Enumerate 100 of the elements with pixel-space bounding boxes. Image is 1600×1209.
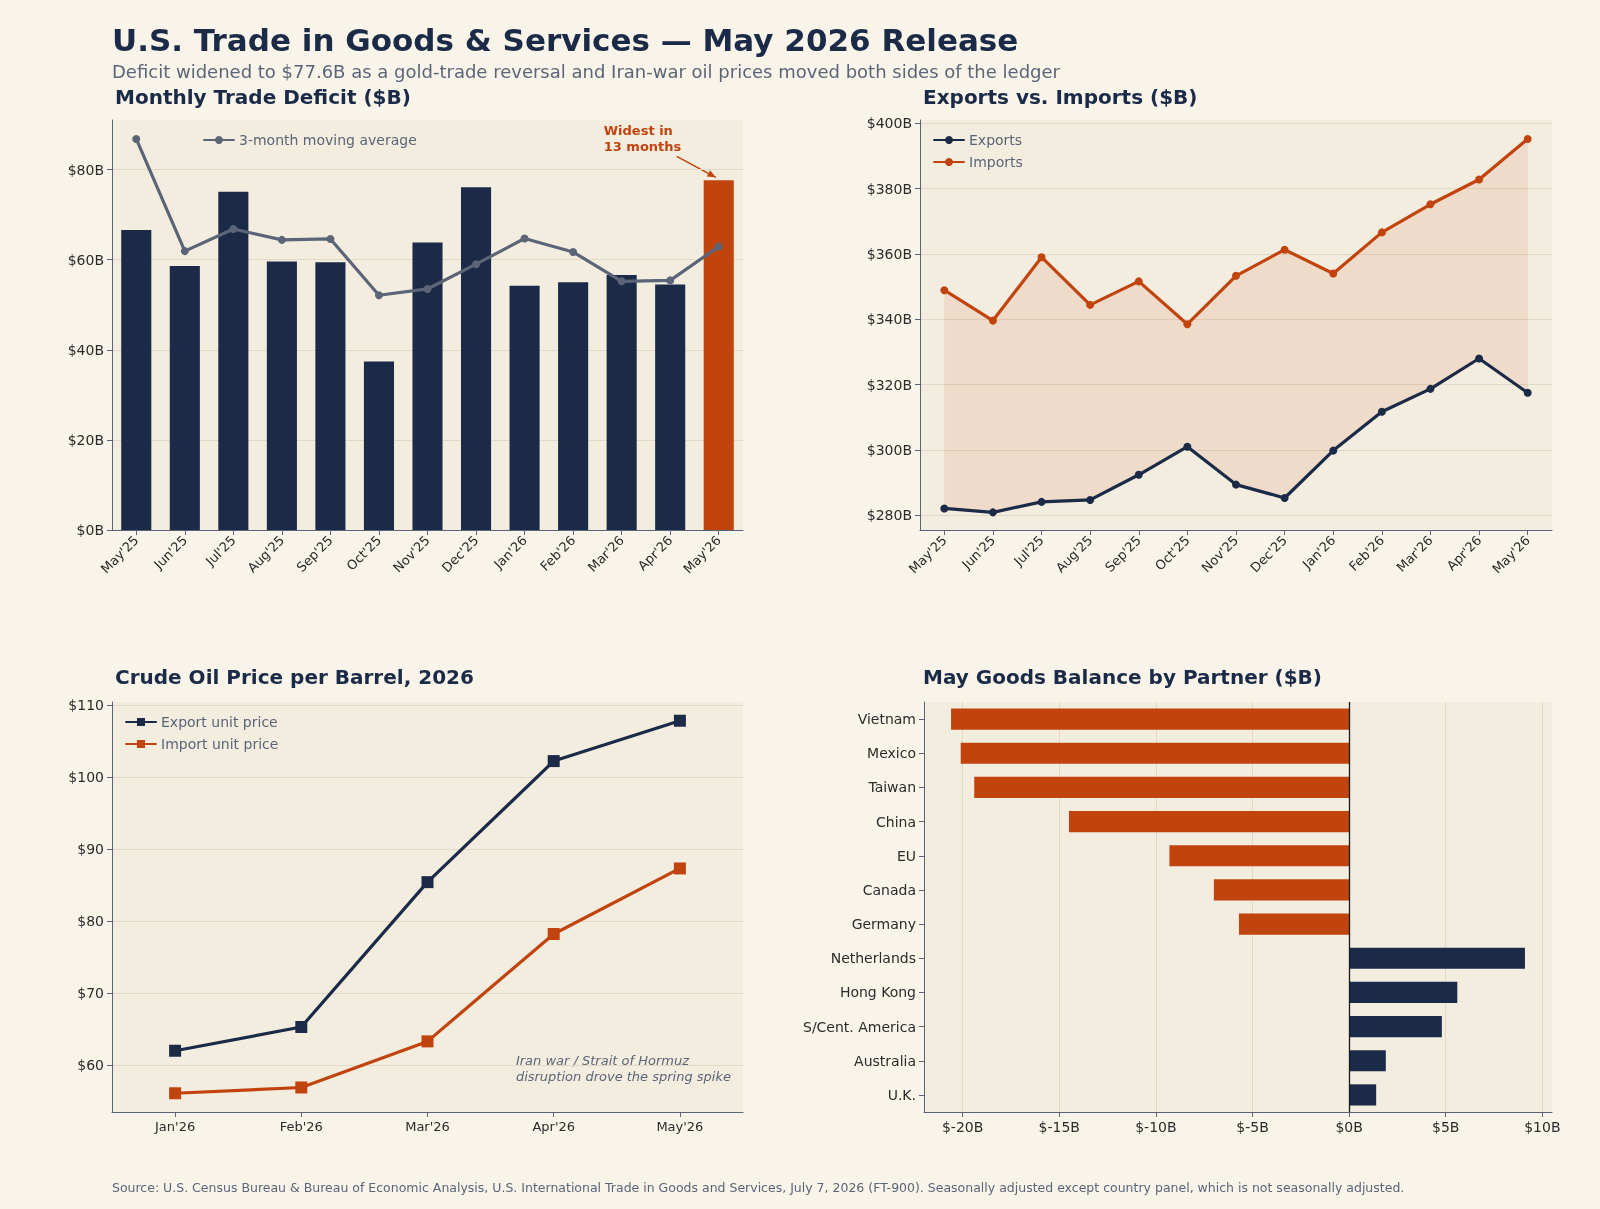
bar (655, 284, 686, 530)
bar (951, 708, 1350, 730)
x-tick-label: Apr'26 (532, 1119, 575, 1134)
y-tick-label: $100 (68, 768, 104, 785)
bar (558, 282, 589, 530)
bar (1213, 879, 1350, 901)
point (1426, 200, 1435, 209)
point (940, 504, 949, 513)
y-tick-label: Taiwan (867, 779, 916, 796)
y-tick-label: Australia (854, 1052, 916, 1069)
x-tick-label: $-10B (1135, 1119, 1177, 1135)
point (1086, 495, 1095, 504)
point (666, 276, 675, 285)
y-tick-label: $20B (67, 431, 104, 448)
bar (1349, 1084, 1377, 1106)
bar (1169, 845, 1350, 867)
point (673, 862, 686, 875)
point (277, 235, 286, 244)
x-tick-label: Jan'26 (154, 1119, 196, 1134)
y-tick-label: Mexico (867, 745, 916, 762)
x-tick-label: $5B (1432, 1119, 1460, 1135)
point (421, 876, 434, 889)
point (1183, 320, 1192, 329)
point (1475, 354, 1484, 363)
point (472, 260, 481, 269)
bar (266, 261, 297, 530)
point (169, 1044, 182, 1057)
legend-label: Export unit price (161, 714, 278, 730)
point (714, 242, 723, 251)
bar (1349, 947, 1525, 969)
point (180, 247, 189, 256)
point (1426, 384, 1435, 393)
bar (960, 742, 1350, 764)
x-tick-label: $-5B (1236, 1119, 1269, 1135)
y-tick-label: $80 (77, 913, 104, 930)
point (1134, 470, 1143, 479)
y-tick-label: $40B (67, 341, 104, 358)
bar (121, 229, 152, 530)
point (326, 234, 335, 243)
point (132, 134, 141, 143)
y-tick-label: S/Cent. America (802, 1018, 916, 1035)
point (940, 286, 949, 295)
point (1086, 300, 1095, 309)
bar (218, 191, 249, 530)
point (295, 1081, 308, 1094)
legend-label: Exports (969, 132, 1023, 148)
y-tick-label: China (876, 813, 916, 830)
point (295, 1020, 308, 1033)
point (421, 1035, 434, 1048)
y-tick-label: $280B (866, 507, 912, 524)
y-tick-label: Netherlands (830, 950, 916, 967)
x-tick-label: May'26 (656, 1119, 704, 1134)
legend-label: Imports (969, 154, 1023, 170)
bar (363, 361, 395, 530)
y-tick-label: EU (896, 847, 916, 864)
bar (169, 265, 200, 530)
y-tick-label: $60 (77, 1057, 104, 1074)
x-tick-label: Mar'26 (405, 1119, 450, 1134)
point (1037, 253, 1046, 262)
y-tick-label: $80B (67, 161, 104, 178)
point (520, 234, 529, 243)
y-tick-label: Canada (862, 881, 916, 898)
y-tick-label: $60B (67, 251, 104, 268)
x-tick-label: $10B (1524, 1119, 1561, 1135)
point (988, 508, 997, 517)
point (617, 277, 626, 286)
point (1523, 134, 1532, 143)
bar (1349, 1050, 1386, 1072)
point (1037, 497, 1046, 506)
bar (315, 262, 346, 530)
chart-title: May Goods Balance by Partner ($B) (923, 665, 1323, 689)
y-tick-label: Hong Kong (839, 984, 916, 1001)
legend-label: Import unit price (161, 736, 279, 752)
point (1377, 407, 1386, 416)
point (169, 1087, 182, 1100)
y-tick-label: $70 (77, 985, 104, 1002)
bar (412, 242, 443, 530)
y-tick-label: $400B (866, 115, 912, 132)
point (1232, 480, 1240, 489)
y-tick-label: U.K. (887, 1086, 916, 1103)
y-tick-label: Germany (851, 916, 916, 933)
point (569, 248, 578, 257)
point (1329, 269, 1338, 278)
x-tick-label: $0B (1335, 1119, 1363, 1135)
y-tick-label: $360B (866, 245, 912, 262)
y-tick-label: $0B (76, 522, 104, 538)
source-note: Source: U.S. Census Bureau & Bureau of Economic Analysis, U.S. International Trade in Goods and Services, July 7, 2026 (FT-900). Seasonally adjusted except country panel, which is not seasonally adjusted. (112, 1180, 1405, 1195)
point (673, 714, 686, 727)
bar (460, 187, 492, 530)
y-tick-label: $110 (68, 696, 104, 713)
bar (1349, 1015, 1442, 1038)
text: Deficit widened to $77.6B as a gold-trade reversal and Iran-war oil prices moved both sides of the ledger (112, 61, 1060, 82)
x-tick-label: Feb'26 (279, 1119, 323, 1134)
y-tick-label: $300B (866, 441, 912, 458)
y-tick-label: $340B (866, 311, 912, 328)
bar (509, 285, 540, 530)
point (1523, 388, 1532, 397)
y-tick-label: Vietnam (857, 711, 916, 728)
point (1280, 493, 1289, 502)
point (988, 316, 997, 325)
